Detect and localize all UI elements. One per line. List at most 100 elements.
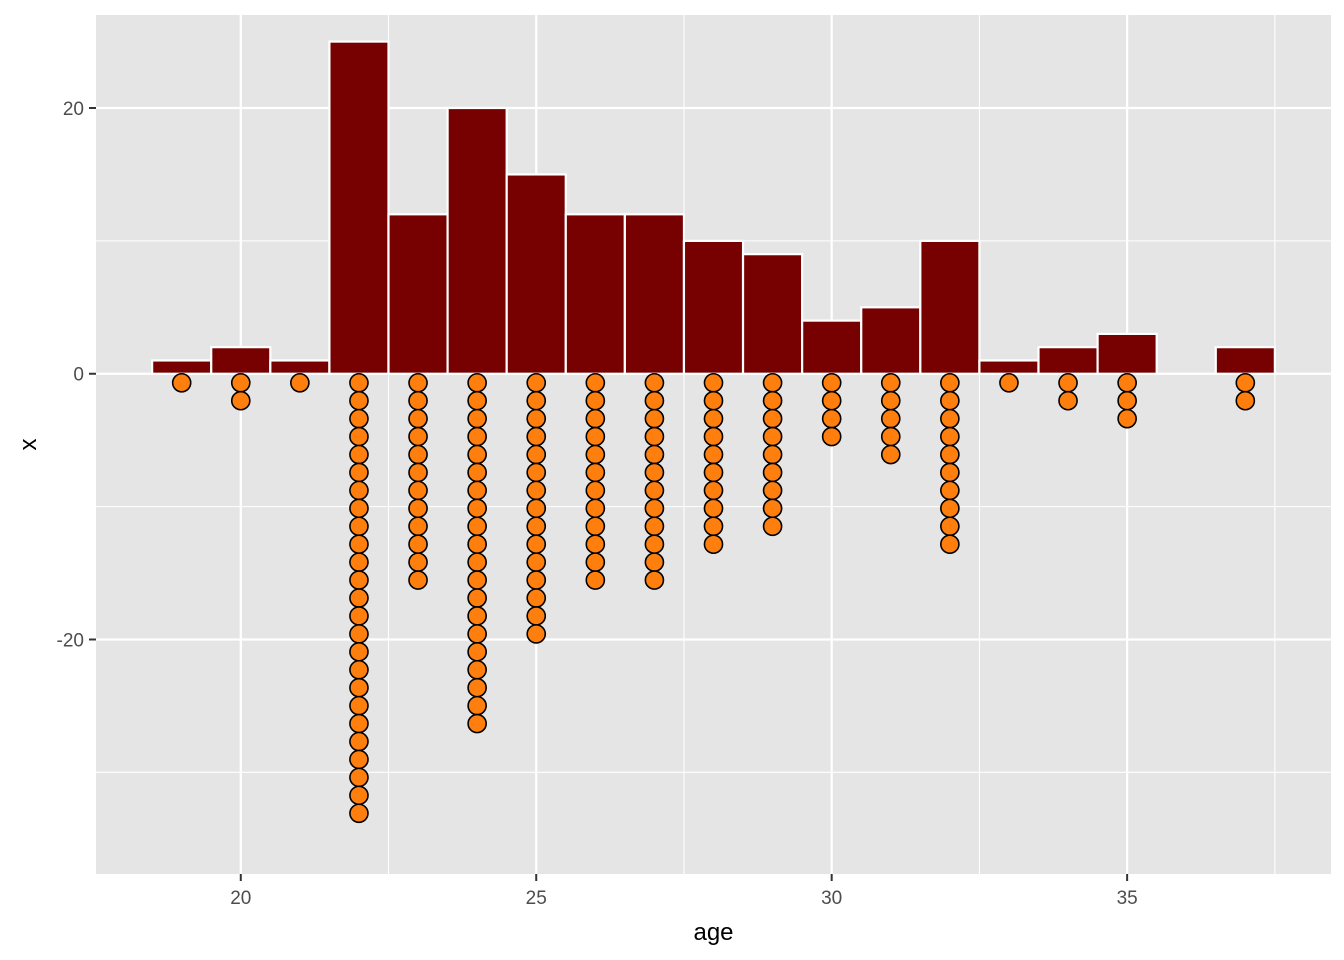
x-axis-title: age [693, 919, 733, 946]
dot [408, 516, 428, 537]
dot [703, 444, 724, 465]
dot [644, 372, 665, 393]
dot [585, 426, 606, 447]
bar [210, 346, 272, 375]
dot [526, 498, 547, 519]
dot [1235, 390, 1256, 411]
bar [801, 319, 863, 375]
dot [940, 444, 960, 465]
bar [919, 239, 981, 375]
bar [682, 239, 745, 375]
dot [762, 444, 783, 465]
dot [585, 480, 606, 501]
dot [1117, 390, 1137, 411]
dot [467, 462, 487, 483]
dot [467, 498, 487, 519]
dot [467, 534, 487, 555]
dot [408, 552, 428, 572]
dot [349, 695, 369, 716]
dot [940, 462, 960, 483]
dot [349, 803, 369, 824]
dot [644, 570, 665, 590]
dot-series [171, 372, 1256, 824]
dot [585, 552, 606, 572]
dot [703, 390, 724, 411]
bar [269, 359, 331, 375]
bar [741, 253, 804, 375]
dot [408, 408, 428, 429]
dot [940, 426, 960, 447]
dot [762, 462, 783, 483]
bar [151, 359, 213, 375]
dot [762, 426, 783, 447]
dot [526, 390, 547, 411]
dot [644, 498, 665, 519]
dot [762, 390, 783, 411]
dot [526, 570, 547, 590]
dot [408, 426, 428, 447]
dot [349, 444, 369, 465]
dot [467, 570, 487, 590]
dot [526, 372, 547, 393]
dot [349, 606, 369, 626]
dot [703, 480, 724, 501]
dot [467, 642, 487, 662]
dot [644, 462, 665, 483]
bar [1214, 346, 1276, 375]
dot [703, 498, 724, 519]
dot [585, 534, 606, 555]
dot [526, 624, 547, 644]
dot [644, 390, 665, 411]
dot [349, 659, 369, 680]
y-tick-label: 20 [63, 99, 84, 120]
dot [467, 480, 487, 501]
dot [585, 390, 606, 411]
dot [940, 372, 960, 393]
dot [349, 749, 369, 770]
bar [446, 106, 508, 375]
dot [349, 498, 369, 519]
dot [467, 390, 487, 411]
dot [526, 444, 547, 465]
dot [467, 516, 487, 537]
dot [703, 462, 724, 483]
dot [467, 372, 487, 393]
dot [467, 695, 487, 716]
x-tick-label: 25 [526, 888, 547, 909]
dot [526, 408, 547, 429]
dot [940, 498, 960, 519]
dot [821, 426, 842, 447]
dot [349, 516, 369, 537]
dot [408, 534, 428, 555]
dot [940, 534, 960, 555]
dot [703, 516, 724, 537]
dot [408, 390, 428, 411]
dot [999, 372, 1019, 393]
dot [467, 606, 487, 626]
bar [978, 359, 1040, 375]
x-tick-label: 30 [821, 888, 842, 909]
x-tick-label: 20 [230, 888, 251, 909]
dot [940, 516, 960, 537]
dot [349, 588, 369, 608]
dot [349, 677, 369, 698]
dot [644, 426, 665, 447]
bar [564, 213, 626, 375]
dot [467, 444, 487, 465]
dot [349, 552, 369, 572]
bar-series [151, 40, 1276, 375]
dot [1058, 390, 1078, 411]
dot [526, 426, 547, 447]
dot [349, 731, 369, 752]
dot [349, 785, 369, 806]
dot [703, 408, 724, 429]
dot [644, 408, 665, 429]
dot [171, 372, 192, 393]
dot [408, 570, 428, 590]
dot [940, 480, 960, 501]
dot [585, 516, 606, 537]
dot [349, 426, 369, 447]
dot [349, 462, 369, 483]
dot [940, 408, 960, 429]
